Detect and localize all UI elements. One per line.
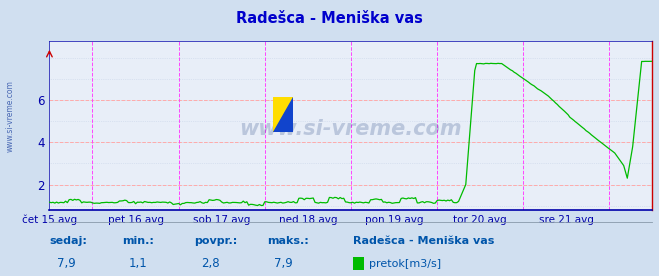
Polygon shape — [273, 97, 293, 132]
Polygon shape — [273, 97, 293, 132]
Text: pretok[m3/s]: pretok[m3/s] — [369, 259, 441, 269]
Text: 7,9: 7,9 — [57, 257, 75, 270]
Text: Radešca - Meniška vas: Radešca - Meniška vas — [353, 237, 494, 246]
Text: Radešca - Meniška vas: Radešca - Meniška vas — [236, 11, 423, 26]
Text: 7,9: 7,9 — [274, 257, 293, 270]
Text: sedaj:: sedaj: — [49, 237, 87, 246]
Text: min.:: min.: — [122, 237, 154, 246]
Text: povpr.:: povpr.: — [194, 237, 238, 246]
Text: www.si-vreme.com: www.si-vreme.com — [240, 119, 462, 139]
Text: www.si-vreme.com: www.si-vreme.com — [5, 80, 14, 152]
Text: 1,1: 1,1 — [129, 257, 148, 270]
Text: maks.:: maks.: — [267, 237, 308, 246]
Text: 2,8: 2,8 — [202, 257, 220, 270]
